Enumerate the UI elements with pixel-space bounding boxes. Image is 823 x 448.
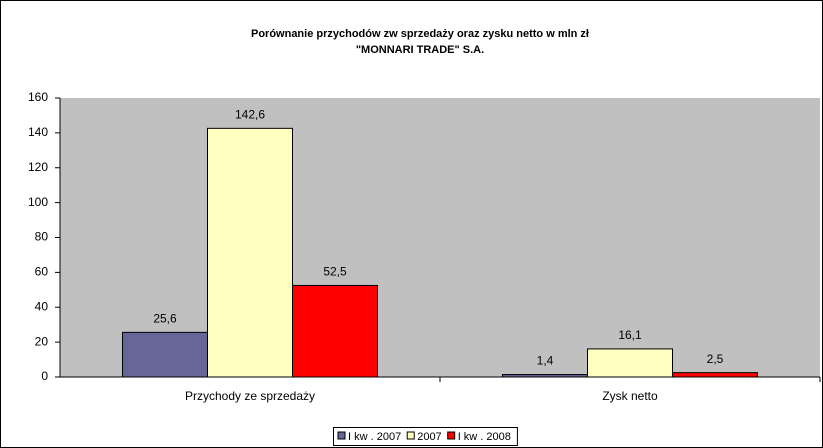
y-tick-label: 60 — [35, 265, 49, 279]
bar — [672, 372, 758, 378]
legend-label: I kw . 2008 — [458, 431, 511, 443]
value-label: 142,6 — [235, 108, 265, 122]
legend-swatch — [406, 431, 415, 440]
y-tick-label: 0 — [41, 369, 48, 383]
value-label: 52,5 — [323, 265, 347, 279]
y-tick-label: 160 — [28, 90, 48, 104]
y-tick-label: 100 — [28, 195, 48, 209]
y-tick-label: 140 — [28, 125, 48, 139]
chart-title: "MONNARI TRADE" S.A. — [356, 44, 484, 56]
value-label: 25,6 — [153, 312, 177, 326]
bar — [122, 331, 208, 378]
bar — [292, 284, 378, 378]
bar — [587, 348, 673, 378]
value-label: 16,1 — [618, 328, 642, 342]
bar — [207, 127, 293, 378]
chart-title: Porównanie przychodów zw sprzedaży oraz … — [251, 28, 589, 40]
x-tick-label: Zysk netto — [602, 389, 658, 403]
value-label: 1,4 — [537, 354, 554, 368]
y-tick-label: 40 — [35, 299, 49, 313]
legend — [333, 427, 518, 446]
legend-swatch — [337, 431, 346, 440]
y-tick-label: 120 — [28, 160, 48, 174]
legend-label: 2007 — [417, 431, 441, 443]
x-tick-label: Przychody ze sprzedaży — [185, 389, 315, 403]
plot-area — [60, 98, 820, 377]
y-tick-label: 20 — [35, 334, 49, 348]
y-tick-label: 80 — [35, 230, 49, 244]
value-label: 2,5 — [707, 352, 724, 366]
legend-swatch — [447, 431, 456, 440]
legend-label: I kw . 2007 — [348, 431, 401, 443]
